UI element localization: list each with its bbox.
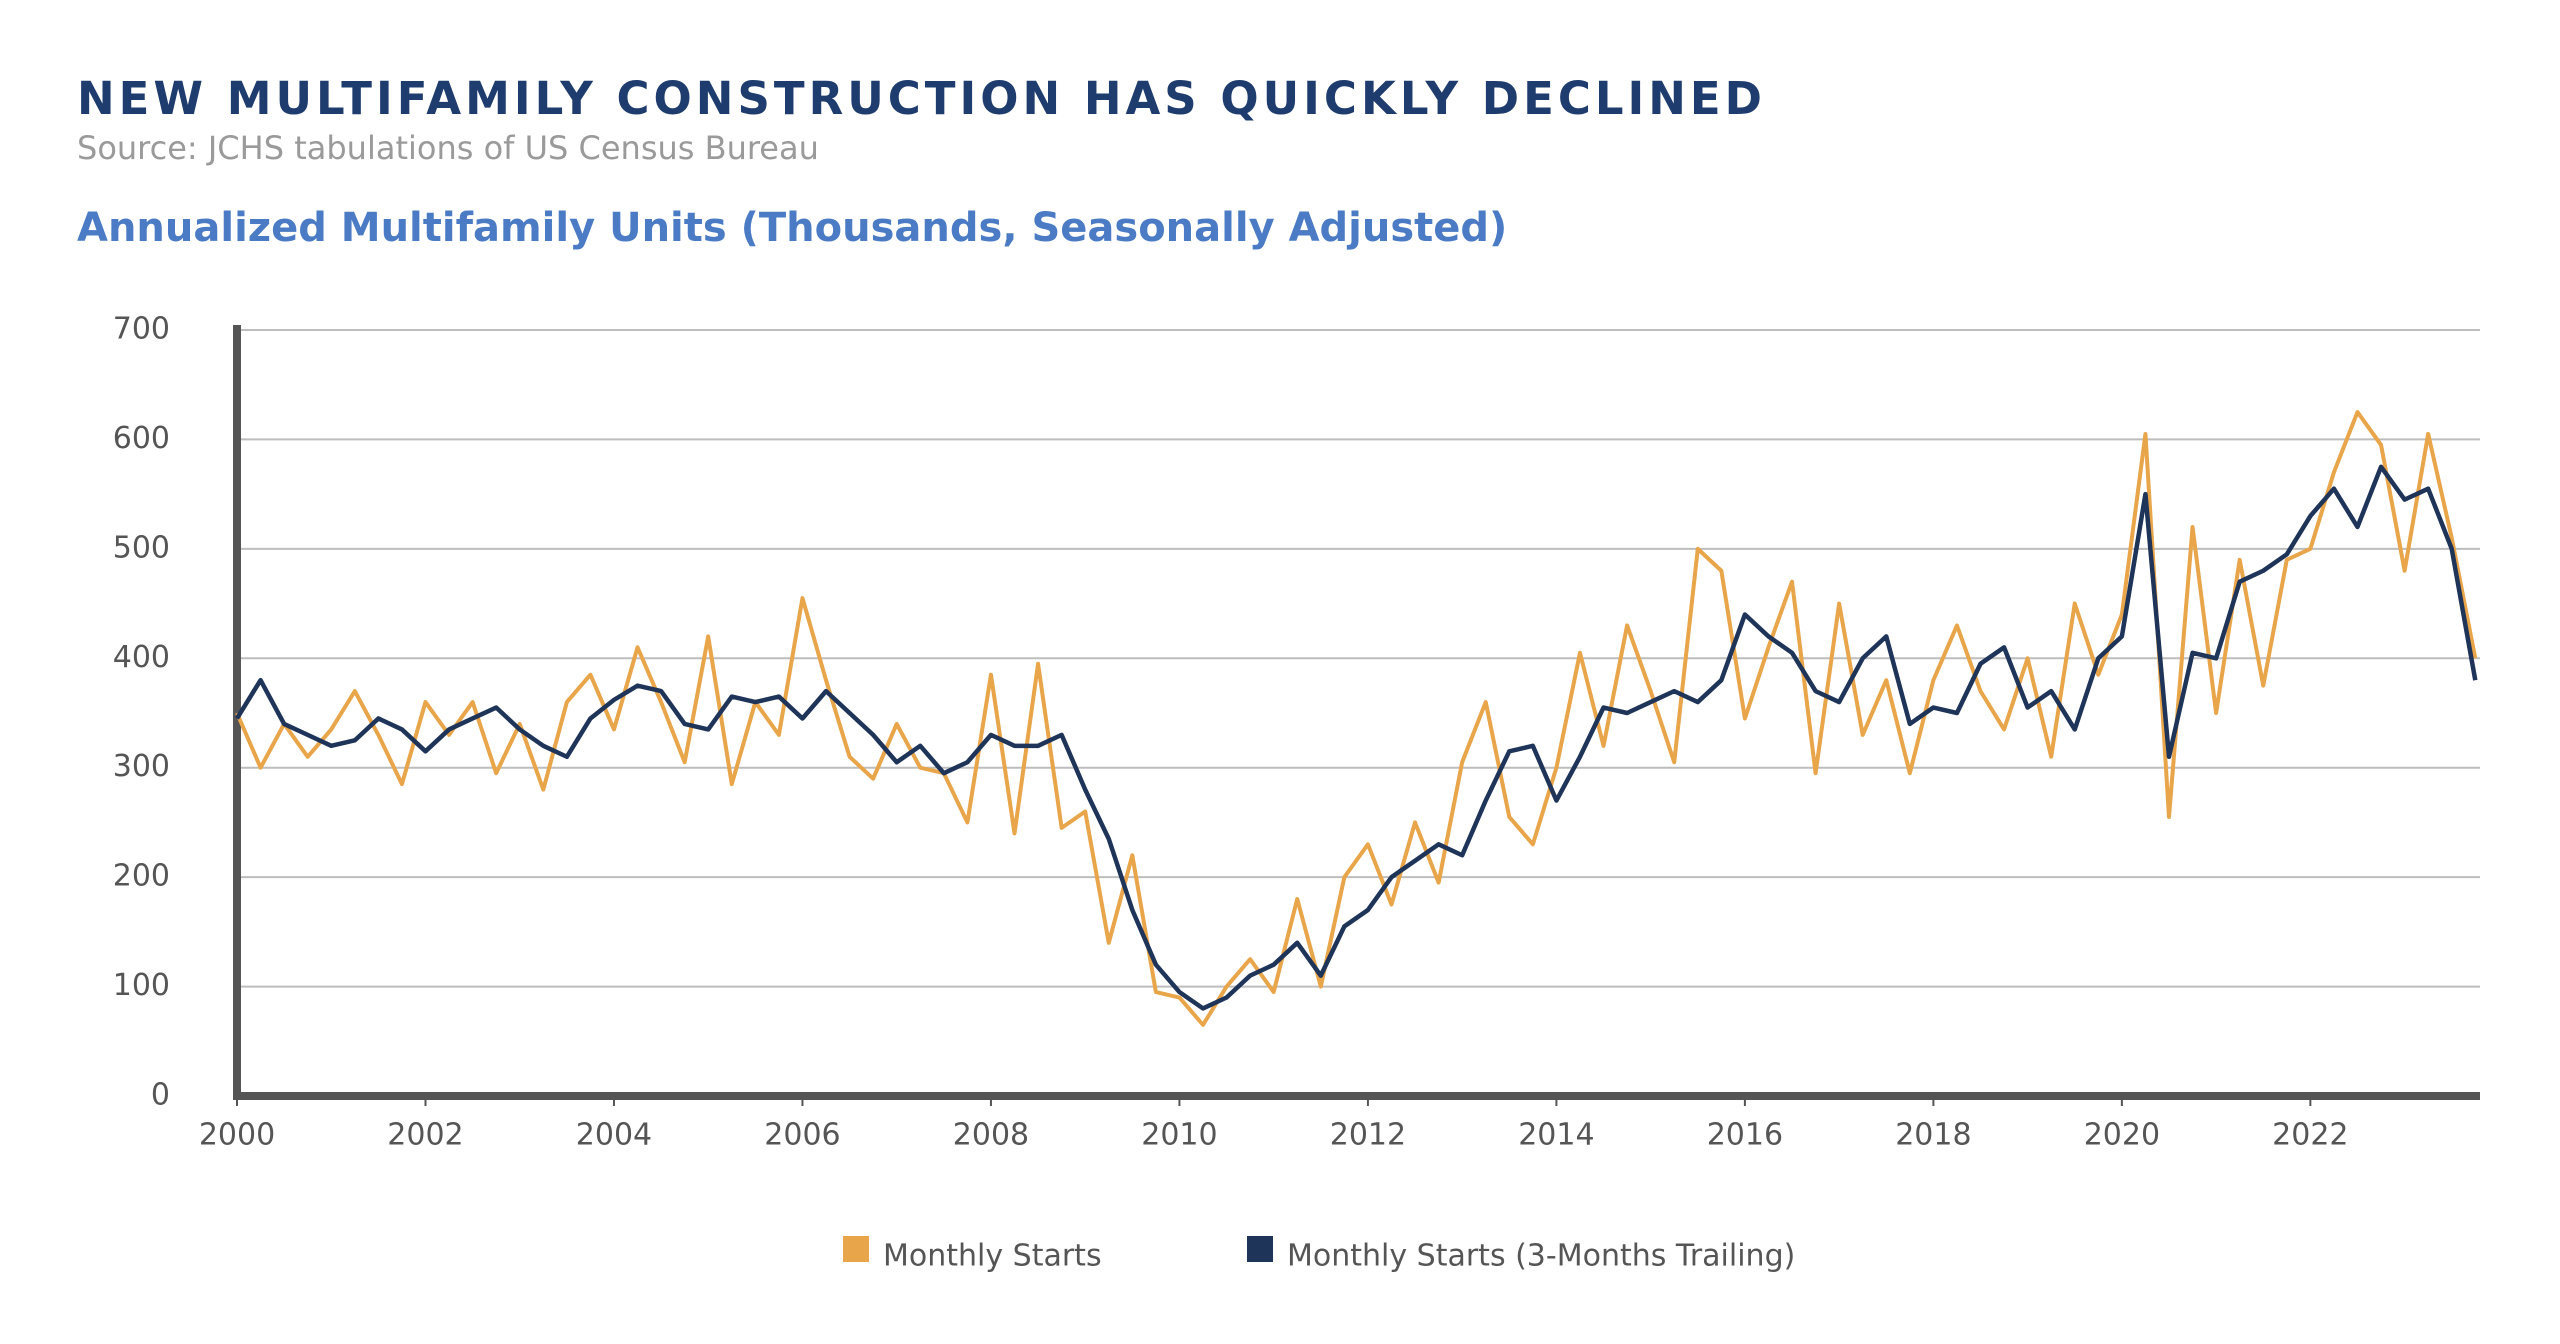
chart-title: NEW MULTIFAMILY CONSTRUCTION HAS QUICKLY… [77, 72, 1766, 125]
y-axis-title: Annualized Multifamily Units (Thousands,… [77, 205, 1507, 251]
legend-swatch [843, 1236, 869, 1262]
x-tick-label: 2008 [953, 1118, 1029, 1153]
x-tick-label: 2012 [1330, 1118, 1406, 1153]
y-tick-label: 600 [113, 421, 170, 456]
x-tick-label: 2018 [1895, 1118, 1971, 1153]
y-tick-label: 100 [113, 968, 170, 1003]
x-tick-label: 2000 [199, 1118, 275, 1153]
y-tick-label: 700 [113, 312, 170, 347]
legend-label: Monthly Starts [883, 1239, 1102, 1274]
x-tick-label: 2004 [576, 1118, 652, 1153]
y-tick-label: 0 [151, 1078, 170, 1113]
y-tick-label: 300 [113, 749, 170, 784]
y-tick-label: 200 [113, 859, 170, 894]
x-tick-label: 2022 [2272, 1118, 2348, 1153]
x-tick-label: 2002 [387, 1118, 463, 1153]
series-line [235, 464, 2478, 1011]
series-line [235, 410, 2478, 1027]
x-tick-label: 2006 [764, 1118, 840, 1153]
legend-label: Monthly Starts (3-Months Trailing) [1287, 1239, 1795, 1274]
legend-swatch [1247, 1236, 1273, 1262]
x-tick-label: 2010 [1141, 1118, 1217, 1153]
y-tick-label: 400 [113, 640, 170, 675]
chart-subtitle: Source: JCHS tabulations of US Census Bu… [77, 129, 819, 167]
x-tick-label: 2014 [1518, 1118, 1594, 1153]
x-tick-label: 2016 [1707, 1118, 1783, 1153]
y-tick-label: 500 [113, 530, 170, 565]
x-tick-label: 2020 [2084, 1118, 2160, 1153]
